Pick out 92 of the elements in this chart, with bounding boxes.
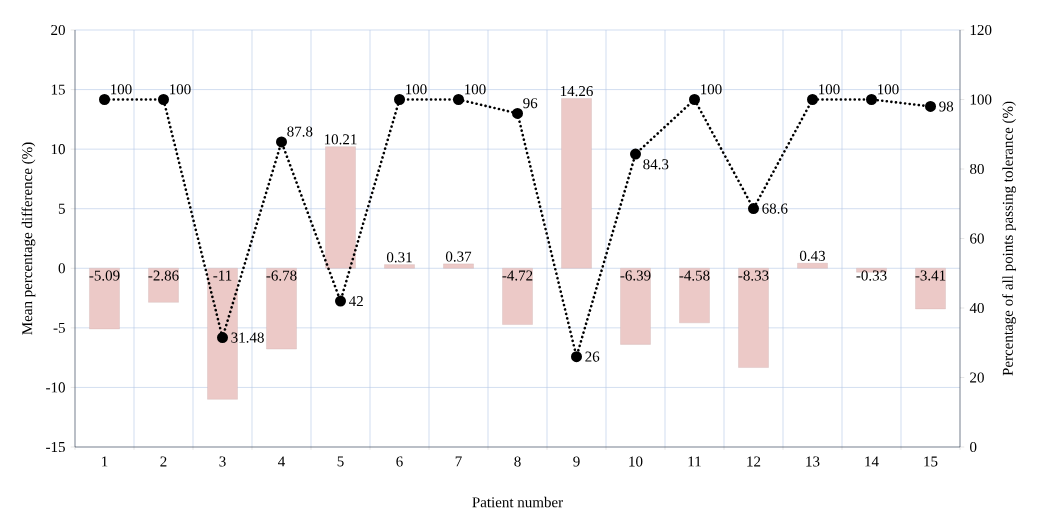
bar [148, 268, 179, 303]
y2-tick-label: 100 [970, 94, 992, 105]
y-tick-label: 10 [51, 144, 65, 155]
y2-tick-label: 20 [970, 372, 984, 383]
point [394, 94, 405, 105]
point [571, 351, 582, 363]
bar [443, 263, 474, 269]
data-label: -6.78 [266, 270, 297, 281]
y2-tick-label: 0 [970, 441, 977, 453]
data-label: 84.3 [643, 159, 669, 170]
point [630, 148, 641, 160]
x-tick-label: 11 [688, 456, 701, 467]
y-tick-label: 20 [51, 24, 65, 36]
point [748, 203, 760, 215]
x-axis-title: Patient number [472, 496, 563, 508]
bar [797, 263, 828, 269]
data-label: 96 [523, 98, 538, 109]
x-tick-label: 12 [747, 456, 761, 467]
data-label: 68.6 [762, 203, 788, 214]
bar [384, 264, 415, 269]
x-tick-label: 4 [278, 456, 286, 467]
y2-tick-label: 80 [970, 163, 984, 175]
data-label: -3.41 [915, 270, 946, 281]
x-tick-label: 13 [806, 456, 820, 467]
y-tick-label: -15 [46, 441, 65, 453]
data-label: 100 [465, 84, 486, 95]
point [276, 136, 287, 148]
y2-tick-label: 120 [970, 24, 992, 36]
x-tick-label: 10 [629, 456, 643, 467]
bar [325, 146, 356, 269]
point [807, 94, 818, 105]
point [453, 94, 464, 105]
bar [561, 98, 592, 269]
data-label: -5.09 [89, 270, 120, 281]
bar [502, 268, 533, 325]
data-label: -6.39 [620, 270, 651, 281]
data-label: -2.86 [148, 270, 179, 281]
data-label: 100 [111, 84, 132, 95]
bar [679, 268, 710, 324]
data-label: 98 [939, 101, 954, 112]
y-tick-label: 5 [58, 203, 65, 214]
x-tick-label: 6 [396, 456, 403, 467]
point [866, 94, 877, 105]
point [689, 94, 700, 105]
bar [915, 268, 946, 310]
data-label: 87.8 [287, 126, 313, 137]
x-tick-label: 7 [455, 456, 462, 467]
data-label: 42 [349, 296, 363, 307]
x-tick-label: 15 [924, 456, 938, 467]
y-tick-label: 0 [58, 263, 65, 274]
data-label: -0.33 [856, 270, 887, 281]
data-label: 100 [406, 84, 427, 95]
point [158, 94, 169, 105]
y2-tick-label: 40 [969, 302, 984, 314]
bar [266, 268, 297, 350]
data-label: -11 [213, 270, 232, 281]
point [217, 332, 228, 344]
data-label: 0.37 [445, 251, 472, 262]
data-label: 100 [170, 84, 191, 95]
data-label: -8.33 [738, 270, 769, 281]
bar [620, 268, 651, 345]
y-tick-label: -5 [53, 322, 65, 333]
y-axis-title: Mean percentage difference (%) [21, 142, 36, 335]
x-tick-label: 2 [160, 456, 167, 467]
bar [738, 268, 769, 368]
y-tick-label: 15 [51, 84, 65, 95]
data-label: 100 [701, 84, 722, 95]
data-label: 0.43 [799, 250, 826, 261]
data-label: 26 [585, 351, 600, 362]
x-tick-label: 9 [573, 456, 580, 467]
data-label: 100 [819, 84, 840, 95]
x-tick-label: 1 [102, 456, 108, 467]
point [925, 100, 937, 112]
point [511, 107, 523, 119]
x-tick-label: 8 [514, 456, 521, 467]
data-label: 10.21 [324, 134, 357, 145]
bar [856, 268, 887, 273]
y2-axis-title: Percentage of all points passing tolerance (%) [1002, 101, 1016, 376]
y-tick-label: -10 [46, 382, 65, 393]
data-label: 100 [878, 84, 899, 95]
x-tick-label: 5 [337, 456, 344, 467]
data-label: 31.48 [231, 332, 264, 343]
x-tick-label: 14 [865, 456, 879, 467]
y2-tick-label: 60 [970, 233, 984, 244]
data-label: -4.58 [679, 270, 710, 281]
data-label: -4.72 [502, 270, 533, 281]
point [335, 295, 346, 307]
data-label: 0.31 [386, 252, 412, 263]
bar [89, 268, 120, 330]
x-tick-label: 3 [219, 456, 226, 467]
point [99, 94, 110, 105]
data-label: 14.26 [560, 86, 593, 97]
